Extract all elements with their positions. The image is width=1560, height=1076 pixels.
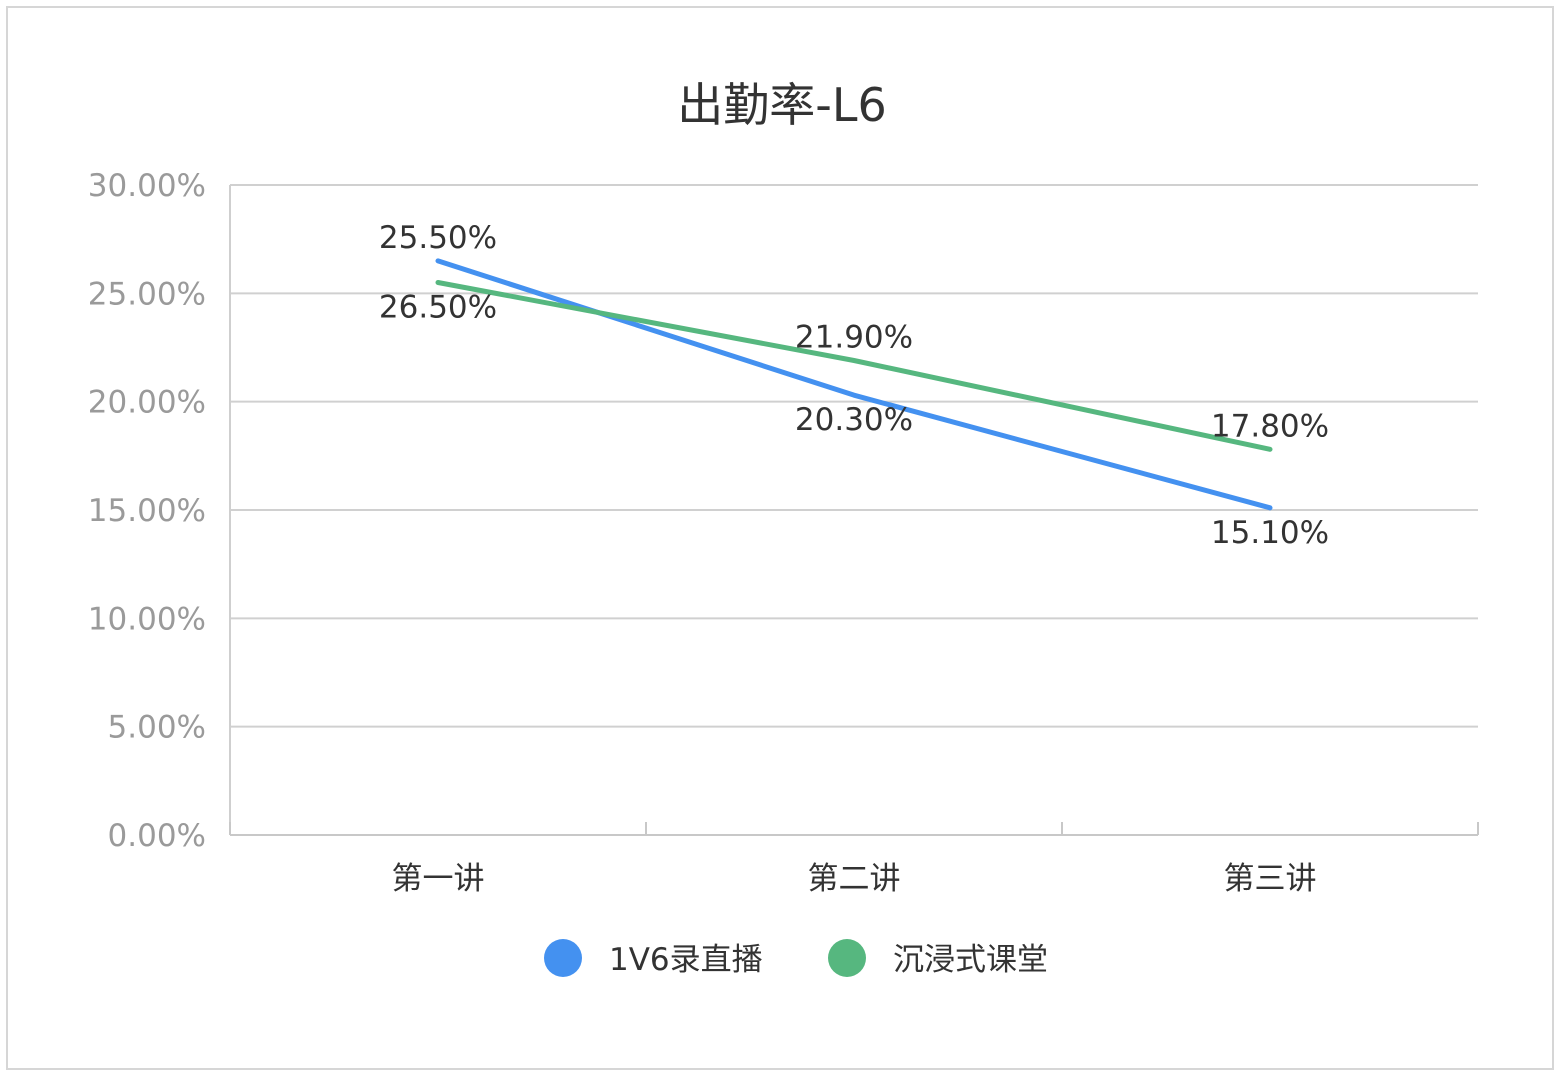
y-tick-label: 10.00% (88, 601, 206, 637)
chart-container[interactable]: 0.00% 5.00% 10.00% 15.00% 20.00% 25.00% 30.00%… (6, 6, 1554, 1070)
y-tick-label: 25.00% (88, 276, 206, 312)
data-label: 20.30% (795, 402, 913, 438)
y-tick-label: 20.00% (88, 385, 206, 421)
x-axis: 第一讲 第二讲 第三讲 (229, 185, 1479, 897)
y-tick-label: 0.00% (108, 818, 206, 854)
data-label: 17.80% (1211, 408, 1329, 444)
data-labels: 25.50% 20.30% 15.10% 26.50% 21.90% 17.80% (379, 220, 1329, 551)
data-label: 21.90% (795, 320, 913, 356)
x-tick-label: 第三讲 (1224, 861, 1317, 897)
legend: 1V6录直播 沉浸式课堂 (544, 939, 1048, 978)
y-tick-label: 30.00% (88, 168, 206, 204)
legend-label: 1V6录直播 (609, 942, 763, 978)
y-tick-label: 5.00% (108, 710, 206, 746)
series-line (435, 280, 1273, 452)
legend-label: 沉浸式课堂 (893, 942, 1048, 978)
data-label: 15.10% (1211, 515, 1329, 551)
data-label: 26.50% (379, 290, 497, 326)
legend-swatch (828, 939, 866, 977)
line-chart: 0.00% 5.00% 10.00% 15.00% 20.00% 25.00% 30.00%… (88, 78, 1479, 978)
series-line (435, 258, 1273, 511)
y-axis-ticks: 0.00% 5.00% 10.00% 15.00% 20.00% 25.00% 30.00% (88, 168, 206, 854)
series-lines (435, 258, 1273, 511)
legend-swatch (544, 939, 582, 977)
x-tick-label: 第二讲 (808, 861, 901, 897)
x-tick-label: 第一讲 (392, 861, 485, 897)
gridlines (230, 184, 1478, 836)
data-label: 25.50% (379, 220, 497, 256)
chart-title: 出勤率-L6 (677, 78, 887, 132)
y-tick-label: 15.00% (88, 493, 206, 529)
